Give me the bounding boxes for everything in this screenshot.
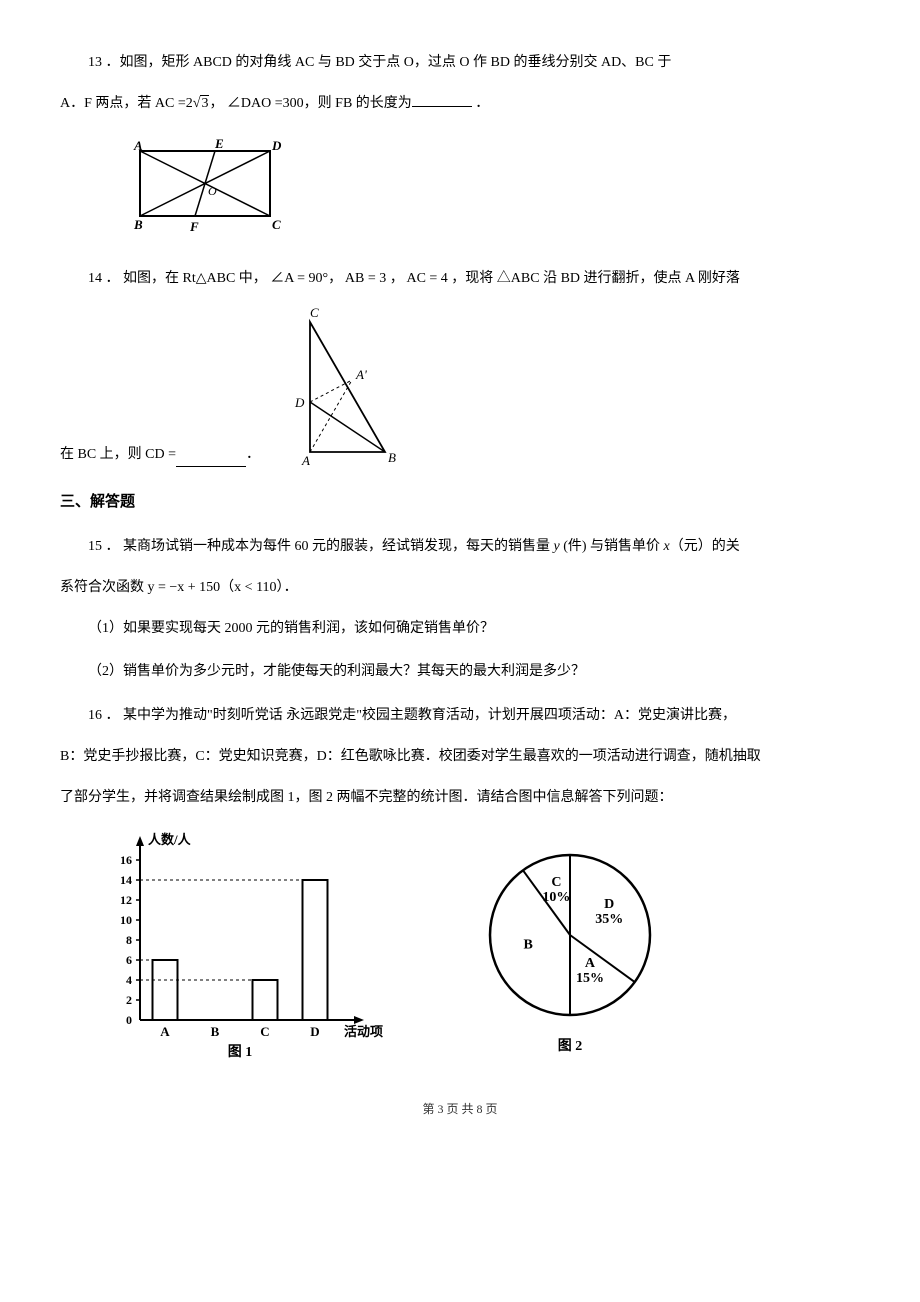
q15-sub1: （1）如果要实现每天 2000 元的销售利润，该如何确定销售单价？ [60, 616, 860, 641]
pie-chart: D35% A15% B C10% 图 2 [470, 840, 670, 1060]
page-footer: 第 3 页 共 8 页 [60, 1099, 860, 1121]
svg-text:D: D [310, 1024, 319, 1039]
section-3-title: 三、解答题 [60, 489, 860, 516]
q14-tc: ， [328, 271, 345, 286]
q13-l2b: ， ∠DAO =300，则 FB 的长度为 [209, 96, 411, 111]
q15-formula: y = −x + 150（x < 110） [148, 580, 284, 595]
q14-tri1: △ABC [196, 271, 236, 286]
q15-te: ． [284, 580, 298, 595]
q14-th: ． [246, 442, 260, 467]
charts-row: 0246810121416人数/人活动项ABCD图 1 D35%A15%BC10… [90, 830, 860, 1069]
svg-text:C: C [260, 1024, 269, 1039]
svg-text:16: 16 [120, 853, 132, 867]
q14-te: ，现将 [448, 271, 497, 286]
svg-text:8: 8 [126, 933, 132, 947]
label-c2: C [310, 307, 319, 320]
sqrt-icon: 3 [193, 91, 210, 116]
q14-ab: AB = 3 [345, 271, 386, 286]
svg-text:D: D [604, 897, 614, 912]
label-d: D [271, 138, 282, 153]
q14-tb: 中， [235, 271, 270, 286]
blank-cd [176, 453, 246, 467]
triangle-diagram: C D A B A' [280, 307, 410, 467]
q13-figure: A E D B F C O [120, 136, 860, 245]
svg-text:人数/人: 人数/人 [148, 832, 192, 847]
bar-chart: 0 2 4 6 8 10 12 14 16 人数/人活动项 A B C D 图 1 [90, 830, 390, 1060]
q13-l2c: ． [472, 96, 490, 111]
svg-text:10%: 10% [542, 890, 570, 905]
svg-text:0: 0 [126, 1013, 132, 1027]
svg-text:C: C [551, 875, 561, 890]
label-d2: D [294, 395, 305, 410]
svg-text:14: 14 [120, 873, 132, 887]
svg-text:2: 2 [126, 993, 132, 1007]
svg-text:35%: 35% [595, 912, 623, 927]
label-aprime: A' [355, 367, 367, 382]
q15-line1: 15 ． 某商场试销一种成本为每件 60 元的服装，经试销发现，每天的销售量 y… [60, 534, 860, 559]
sqrt-val: 3 [200, 95, 209, 111]
q13-l2a: A．F 两点，若 AC =2 [60, 96, 193, 111]
bar-chart-wrap: 0 2 4 6 8 10 12 14 16 人数/人活动项 A B C D 图 1 [90, 830, 390, 1069]
label-b2: B [388, 450, 396, 465]
q16-line2: B：党史手抄报比赛，C：党史知识竞赛，D：红色歌咏比赛．校团委对学生最喜欢的一项… [60, 744, 860, 769]
q15-td: 系符合次函数 [60, 580, 148, 595]
label-b: B [133, 217, 143, 232]
svg-text:10: 10 [120, 913, 132, 927]
label-f: F [189, 219, 199, 234]
q13-line1: 13 ．如图，矩形 ABCD 的对角线 AC 与 BD 交于点 O，过点 O 作… [60, 50, 860, 75]
svg-text:图 2: 图 2 [558, 1038, 583, 1054]
label-c: C [272, 217, 281, 232]
q14-line1: 14 ． 如图，在 Rt△ABC 中， ∠A = 90°， AB = 3 ， A… [60, 266, 860, 291]
svg-text:4: 4 [126, 973, 132, 987]
svg-text:A: A [160, 1024, 170, 1039]
label-a: A [133, 138, 143, 153]
q14-line2-row: 在 BC 上，则 CD = ． C D A B A' [60, 307, 860, 467]
q14-ac: AC = 4 [406, 271, 447, 286]
label-e: E [214, 136, 224, 151]
pie-chart-wrap: D35% A15% B C10% 图 2 [470, 840, 670, 1069]
svg-text:活动项: 活动项 [344, 1024, 383, 1039]
svg-text:12: 12 [120, 893, 132, 907]
q15-sub2: （2）销售单价为多少元时，才能使每天的利润最大？其每天的最大利润是多少？ [60, 659, 860, 684]
q13-line2: A．F 两点，若 AC =2 3， ∠DAO =300，则 FB 的长度为 ． [60, 91, 860, 116]
q15-tb: (件) 与销售单价 [560, 539, 664, 554]
q14-td: ， [386, 271, 406, 286]
blank-fb [412, 93, 472, 107]
q14-tg: 在 BC 上，则 CD = [60, 442, 176, 467]
q15-line2: 系符合次函数 y = −x + 150（x < 110）． [60, 575, 860, 600]
svg-text:B: B [523, 938, 532, 953]
q14-angle: ∠A = 90° [270, 271, 328, 286]
q14-tf: 沿 BD 进行翻折，使点 A 刚好落 [540, 271, 740, 286]
label-a2: A [301, 453, 310, 467]
q15-ta: 15 ． 某商场试销一种成本为每件 60 元的服装，经试销发现，每天的销售量 [88, 539, 554, 554]
svg-text:6: 6 [126, 953, 132, 967]
q15-tc: （元）的关 [670, 539, 740, 554]
q16-line1: 16 ． 某中学为推动"时刻听党话 永远跟党走"校园主题教育活动，计划开展四项活… [60, 703, 860, 728]
label-o: O [208, 184, 217, 198]
svg-text:A: A [585, 956, 596, 971]
q14-ta: 14 ． 如图，在 Rt [88, 271, 196, 286]
svg-text:15%: 15% [576, 971, 604, 986]
rectangle-diagram: A E D B F C O [120, 136, 290, 236]
svg-text:图 1: 图 1 [228, 1044, 253, 1060]
svg-text:B: B [211, 1024, 220, 1039]
q14-tri2: △ABC [497, 271, 540, 286]
q16-line3: 了部分学生，并将调查结果绘制成图 1，图 2 两幅不完整的统计图．请结合图中信息… [60, 785, 860, 810]
